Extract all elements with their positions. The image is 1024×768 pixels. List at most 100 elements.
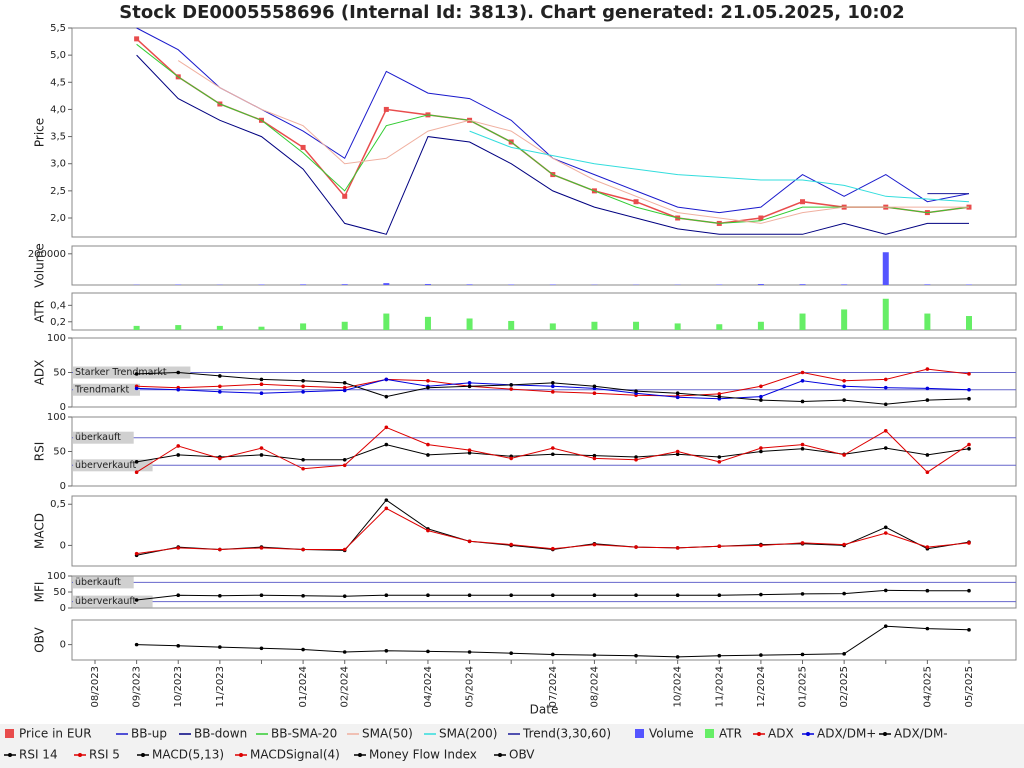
x-tick-label: 02/2024 [340, 666, 351, 708]
point-marker [551, 652, 555, 657]
point-marker [967, 588, 971, 593]
point-marker [842, 453, 846, 457]
reference-label: Trendmarkt [74, 384, 129, 395]
point-marker [551, 381, 555, 385]
legend-label: RSI 5 [89, 748, 120, 762]
point-marker [800, 652, 805, 657]
bar [341, 321, 348, 330]
legend-label: MACD(5,13) [152, 748, 224, 762]
point-marker [467, 384, 472, 389]
reference-label-box [73, 383, 140, 396]
point-marker [426, 385, 430, 390]
point-marker [134, 460, 139, 464]
y-tick-label: 0,2 [50, 317, 66, 328]
point-marker [883, 385, 888, 390]
y-tick-label: 0,5 [50, 499, 66, 510]
point-marker [592, 593, 597, 597]
point-marker [717, 455, 722, 459]
point-marker [883, 377, 888, 382]
point-marker [259, 453, 264, 457]
panel-frame [71, 619, 1017, 661]
point-marker [592, 453, 597, 458]
point-marker [218, 384, 222, 389]
bar [841, 284, 848, 285]
y-tick-label: 0,4 [50, 300, 66, 311]
bar [549, 323, 556, 330]
point-marker [925, 386, 930, 391]
point-marker [925, 367, 930, 371]
price-marker [300, 144, 306, 150]
x-tick-label: 04/2024 [423, 666, 434, 708]
price-marker [342, 193, 348, 199]
point-marker [883, 525, 888, 530]
point-marker [467, 650, 472, 654]
y-tick-label: 2,5 [50, 186, 66, 197]
legend-swatch [635, 729, 644, 738]
legend-swatch [705, 729, 714, 738]
legend-marker [78, 753, 82, 757]
point-marker [800, 446, 805, 451]
y-tick-label: 3,5 [50, 132, 66, 143]
point-marker [342, 594, 347, 598]
point-marker [759, 653, 763, 657]
point-marker [467, 451, 472, 455]
panel-frame [71, 416, 1017, 487]
point-marker [759, 398, 763, 402]
price-marker [633, 199, 639, 205]
reference-label: überkauft [75, 577, 121, 588]
point-marker [883, 429, 888, 433]
y-tick-label: 100 [47, 333, 66, 344]
chart-title: Stock DE0005558696 (Internal Id: 3813). … [119, 2, 904, 23]
point-marker [759, 543, 763, 548]
bar [757, 321, 764, 330]
legend-marker [757, 732, 761, 736]
point-marker [551, 546, 555, 551]
point-marker [509, 593, 513, 597]
point-marker [176, 546, 181, 550]
point-marker [842, 398, 846, 402]
point-marker [259, 546, 264, 550]
bar [841, 309, 848, 330]
point-marker [301, 390, 305, 394]
y-axis-label: Price [33, 118, 47, 147]
x-tick-label: 12/2024 [756, 666, 767, 708]
point-marker [759, 449, 763, 454]
point-marker [925, 626, 930, 631]
point-marker [342, 650, 347, 654]
point-marker [592, 653, 597, 657]
price-marker [758, 215, 764, 221]
series-line [136, 54, 969, 235]
legend-label: Money Flow Index [369, 748, 477, 762]
y-tick-label: 50 [53, 368, 66, 379]
bar [424, 316, 431, 330]
point-marker [384, 506, 389, 511]
point-marker [426, 593, 430, 597]
panel-frame [71, 292, 1017, 331]
point-marker [551, 384, 555, 389]
reference-label-box [73, 576, 134, 589]
point-marker [883, 624, 888, 628]
price-marker [134, 36, 140, 42]
point-marker [342, 547, 347, 552]
reference-label: Starker Trendmarkt [75, 367, 167, 378]
x-tick-label: 01/2025 [798, 666, 809, 708]
legend-label: Trend(3,30,60) [522, 727, 611, 741]
y-tick-label: 0 [60, 402, 66, 413]
y-tick-label: 5,0 [50, 50, 66, 61]
legend-marker [498, 753, 502, 757]
point-marker [301, 457, 305, 462]
point-marker [592, 456, 597, 461]
point-marker [259, 377, 264, 382]
bar [300, 284, 307, 285]
point-marker [384, 394, 389, 399]
point-marker [134, 598, 139, 602]
point-marker [301, 384, 305, 389]
y-axis-label: OBV [33, 626, 47, 652]
legend-marker [239, 753, 243, 757]
point-marker [509, 456, 513, 461]
point-marker [925, 588, 930, 593]
point-marker [342, 381, 347, 385]
point-marker [176, 453, 181, 457]
panel-frame [71, 245, 1017, 286]
y-tick-label: 0 [60, 640, 66, 651]
